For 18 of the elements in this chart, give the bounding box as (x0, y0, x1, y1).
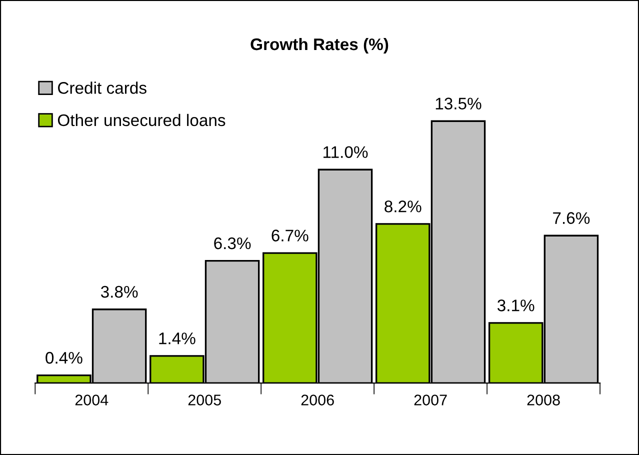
data-label: 7.6% (553, 212, 590, 224)
data-label: 8.2% (384, 200, 422, 212)
data-label: 6.7% (272, 230, 308, 242)
legend-label: Other unsecured loans (58, 114, 226, 126)
data-label: 6.3% (214, 237, 251, 250)
x-tick-label: 2007 (414, 394, 447, 406)
data-label: 0.4% (46, 352, 82, 364)
chart-title: Growth Rates (%) (250, 38, 388, 54)
data-label: 11.0% (324, 146, 368, 158)
x-tick-label: 2008 (527, 394, 560, 406)
data-label: 3.1% (497, 300, 534, 312)
legend-label: Credit cards (58, 82, 146, 94)
x-tick-label: 2004 (75, 394, 108, 406)
data-label: 13.5% (436, 98, 482, 110)
data-label: 1.4% (159, 332, 196, 344)
x-tick-label: 2005 (188, 394, 221, 406)
data-label: 3.8% (100, 286, 138, 298)
x-tick-label: 2006 (301, 394, 334, 406)
